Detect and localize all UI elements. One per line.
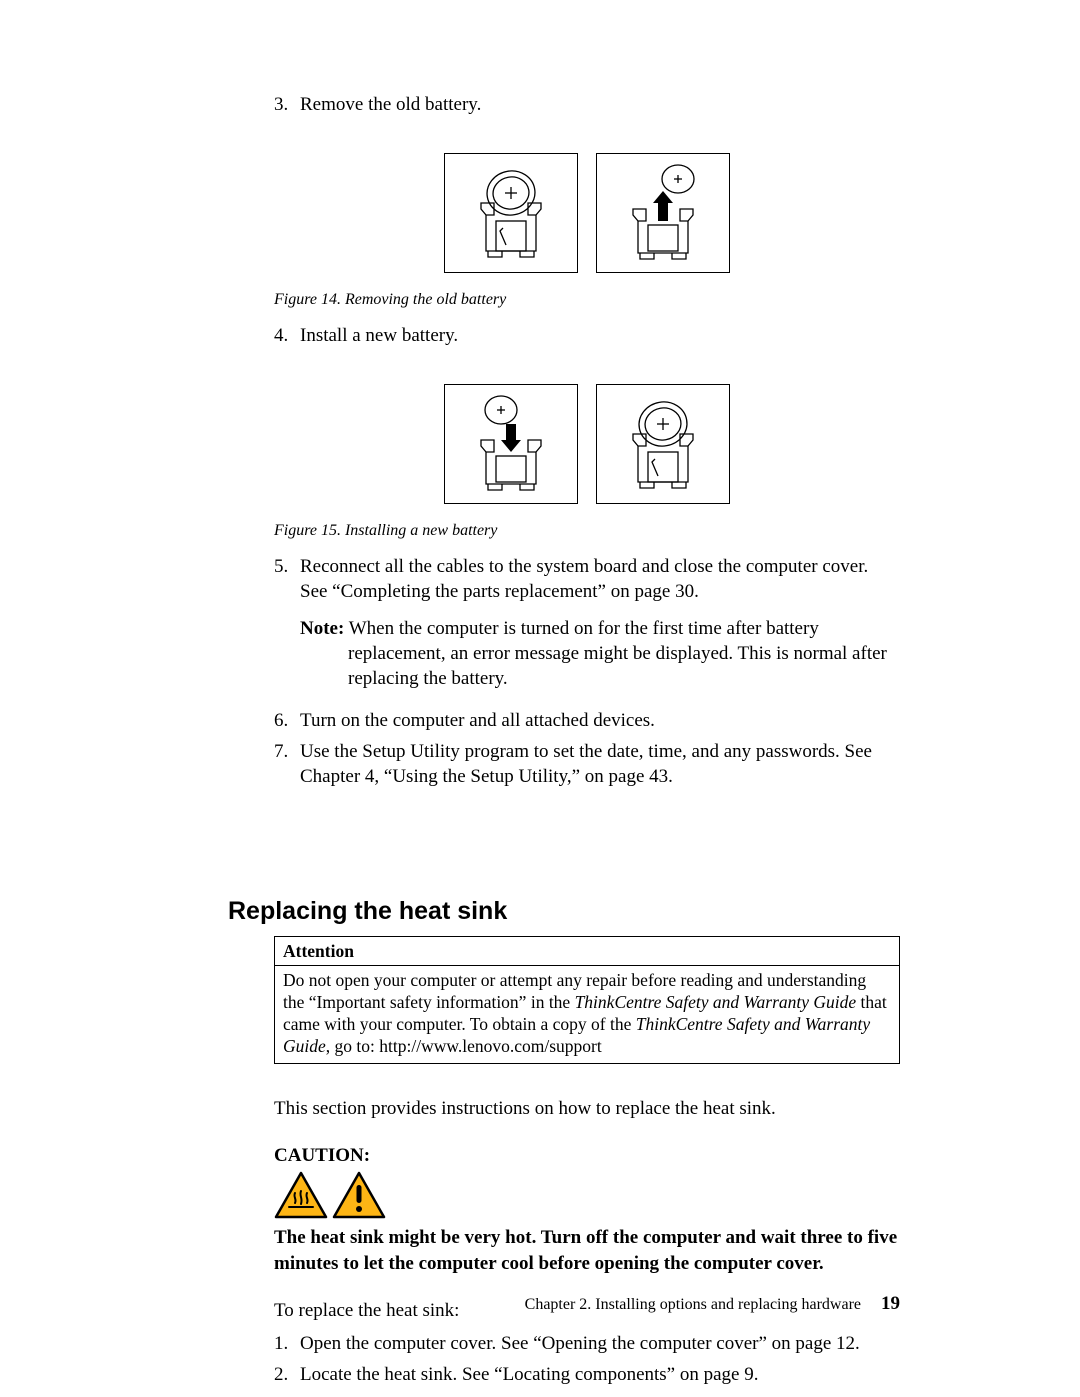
attention-label: Attention xyxy=(275,937,899,966)
step-7: 7. Use the Setup Utility program to set … xyxy=(274,739,900,789)
heat-sink-step-2: 2. Locate the heat sink. See “Locating c… xyxy=(274,1362,900,1387)
attention-italic-1: ThinkCentre Safety and Warranty Guide xyxy=(575,992,857,1012)
step-text: Open the computer cover. See “Opening th… xyxy=(300,1331,900,1356)
figure-15-caption: Figure 15. Installing a new battery xyxy=(274,522,900,540)
step-text: Install a new battery. xyxy=(300,323,900,348)
step-number: 3. xyxy=(274,92,300,117)
step-number: 4. xyxy=(274,323,300,348)
battery-installed-icon xyxy=(608,394,718,494)
figure-14-right xyxy=(596,153,730,273)
step-number: 5. xyxy=(274,554,300,701)
section-heading-replacing-heat-sink: Replacing the heat sink xyxy=(228,897,507,926)
heat-sink-step-1: 1. Open the computer cover. See “Opening… xyxy=(274,1331,900,1356)
step-number: 7. xyxy=(274,739,300,789)
figure-14 xyxy=(274,153,900,273)
page: 3. Remove the old battery. xyxy=(0,0,1080,1397)
step-number: 6. xyxy=(274,708,300,733)
page-footer: Chapter 2. Installing options and replac… xyxy=(525,1293,900,1315)
note-label: Note: xyxy=(300,618,344,639)
general-warning-icon xyxy=(332,1171,386,1219)
step-5: 5. Reconnect all the cables to the syste… xyxy=(274,554,900,701)
chapter-label: Chapter 2. Installing options and replac… xyxy=(525,1296,861,1313)
section-2-content: Attention Do not open your computer or a… xyxy=(274,936,900,1393)
section-intro: This section provides instructions on ho… xyxy=(274,1096,900,1121)
step-6: 6. Turn on the computer and all attached… xyxy=(274,708,900,733)
caution-label: CAUTION: xyxy=(274,1145,900,1167)
step-text: Use the Setup Utility program to set the… xyxy=(300,739,900,789)
step-text: Turn on the computer and all attached de… xyxy=(300,708,900,733)
step-text: Reconnect all the cables to the system b… xyxy=(300,554,900,701)
heat-sink-steps: 1. Open the computer cover. See “Opening… xyxy=(274,1331,900,1387)
figure-15-left xyxy=(444,384,578,504)
caution-icons xyxy=(274,1171,900,1219)
step-4: 4. Install a new battery. xyxy=(274,323,900,348)
main-content: 3. Remove the old battery. xyxy=(274,92,900,795)
hot-surface-warning-icon xyxy=(274,1171,328,1219)
figure-14-left xyxy=(444,153,578,273)
step-text: Remove the old battery. xyxy=(300,92,900,117)
figure-14-caption: Figure 14. Removing the old battery xyxy=(274,291,900,309)
figure-15 xyxy=(274,384,900,504)
attention-text-post: , go to: http://www.lenovo.com/support xyxy=(326,1036,602,1056)
step-5-to-7-list: 5. Reconnect all the cables to the syste… xyxy=(274,554,900,789)
step-3: 3. Remove the old battery. xyxy=(274,92,900,117)
step-5-text: Reconnect all the cables to the system b… xyxy=(300,556,868,602)
step-text: Locate the heat sink. See “Locating comp… xyxy=(300,1362,900,1387)
attention-box: Attention Do not open your computer or a… xyxy=(274,936,900,1064)
attention-body: Do not open your computer or attempt any… xyxy=(275,966,899,1064)
step-number: 2. xyxy=(274,1362,300,1387)
figure-15-right xyxy=(596,384,730,504)
step-list-upper: 3. Remove the old battery. xyxy=(274,92,900,117)
note-block: Note: When the computer is turned on for… xyxy=(300,616,900,691)
battery-install-down-arrow-icon xyxy=(456,394,566,494)
step-number: 1. xyxy=(274,1331,300,1356)
step-4-list: 4. Install a new battery. xyxy=(274,323,900,348)
battery-remove-up-arrow-icon xyxy=(608,163,718,263)
battery-bracket-with-coin-icon xyxy=(456,163,566,263)
page-number: 19 xyxy=(881,1293,900,1314)
note-text: When the computer is turned on for the f… xyxy=(348,618,887,689)
caution-text: The heat sink might be very hot. Turn of… xyxy=(274,1225,900,1275)
